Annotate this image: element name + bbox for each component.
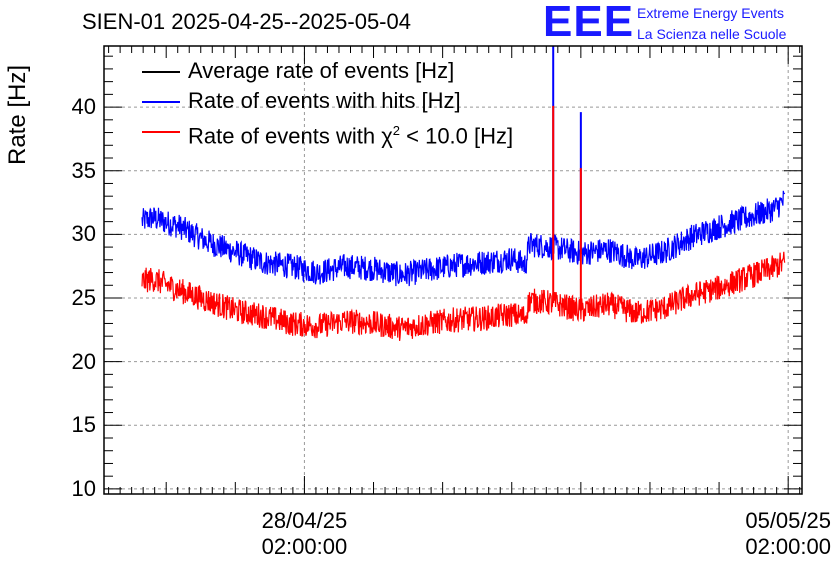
y-tick-label-20: 20 <box>71 348 96 374</box>
logo-text-line1: Extreme Energy Events <box>637 5 785 21</box>
chi-symbol: χ <box>381 123 393 149</box>
legend-swatch-average <box>142 71 180 73</box>
legend-label-average: Average rate of events [Hz] <box>188 58 455 83</box>
y-tick-label-10: 10 <box>71 475 96 501</box>
legend-swatch-chi2 <box>142 131 180 133</box>
x-tick-time: 02:00:00 <box>745 534 831 559</box>
legend-label-hits: Rate of events with hits [Hz] <box>188 88 461 113</box>
x-tick-label-1: 05/05/25 02:00:00 <box>718 508 836 560</box>
legend-swatch-hits <box>142 101 180 103</box>
logo-text-line2: La Scienza nelle Scuole <box>637 26 787 42</box>
y-tick-label-30: 30 <box>71 221 96 247</box>
x-tick-label-0: 28/04/25 02:00:00 <box>234 508 374 560</box>
x-tick-time: 02:00:00 <box>261 534 348 559</box>
x-tick-date: 05/05/25 <box>745 508 831 533</box>
series-line-chi2 <box>141 251 786 341</box>
series-line-hits <box>141 190 786 287</box>
y-tick-label-25: 25 <box>71 285 96 310</box>
eee-logo: EEE <box>543 0 635 46</box>
y-tick-label-35: 35 <box>71 157 96 183</box>
y-tick-label-40: 40 <box>71 94 96 120</box>
legend-label-chi2-suffix: < 10.0 [Hz] <box>400 123 514 149</box>
y-axis-label: Rate [Hz] <box>4 64 31 165</box>
y-tick-label-15: 15 <box>71 412 96 438</box>
chi-superscript: 2 <box>392 123 401 138</box>
legend-label-chi2: Rate of events with χ2 < 10.0 [Hz] <box>188 117 513 150</box>
plot-frame <box>103 45 803 495</box>
x-tick-date: 28/04/25 <box>261 508 348 533</box>
legend-label-chi2-prefix: Rate of events with <box>188 123 382 149</box>
chart-title: SIEN-01 2025-04-25--2025-05-04 <box>82 9 411 34</box>
